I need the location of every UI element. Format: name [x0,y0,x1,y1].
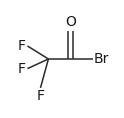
Text: F: F [36,89,45,103]
Text: F: F [18,62,26,76]
Text: O: O [65,15,76,29]
Text: Br: Br [94,52,109,66]
Text: F: F [18,39,26,53]
